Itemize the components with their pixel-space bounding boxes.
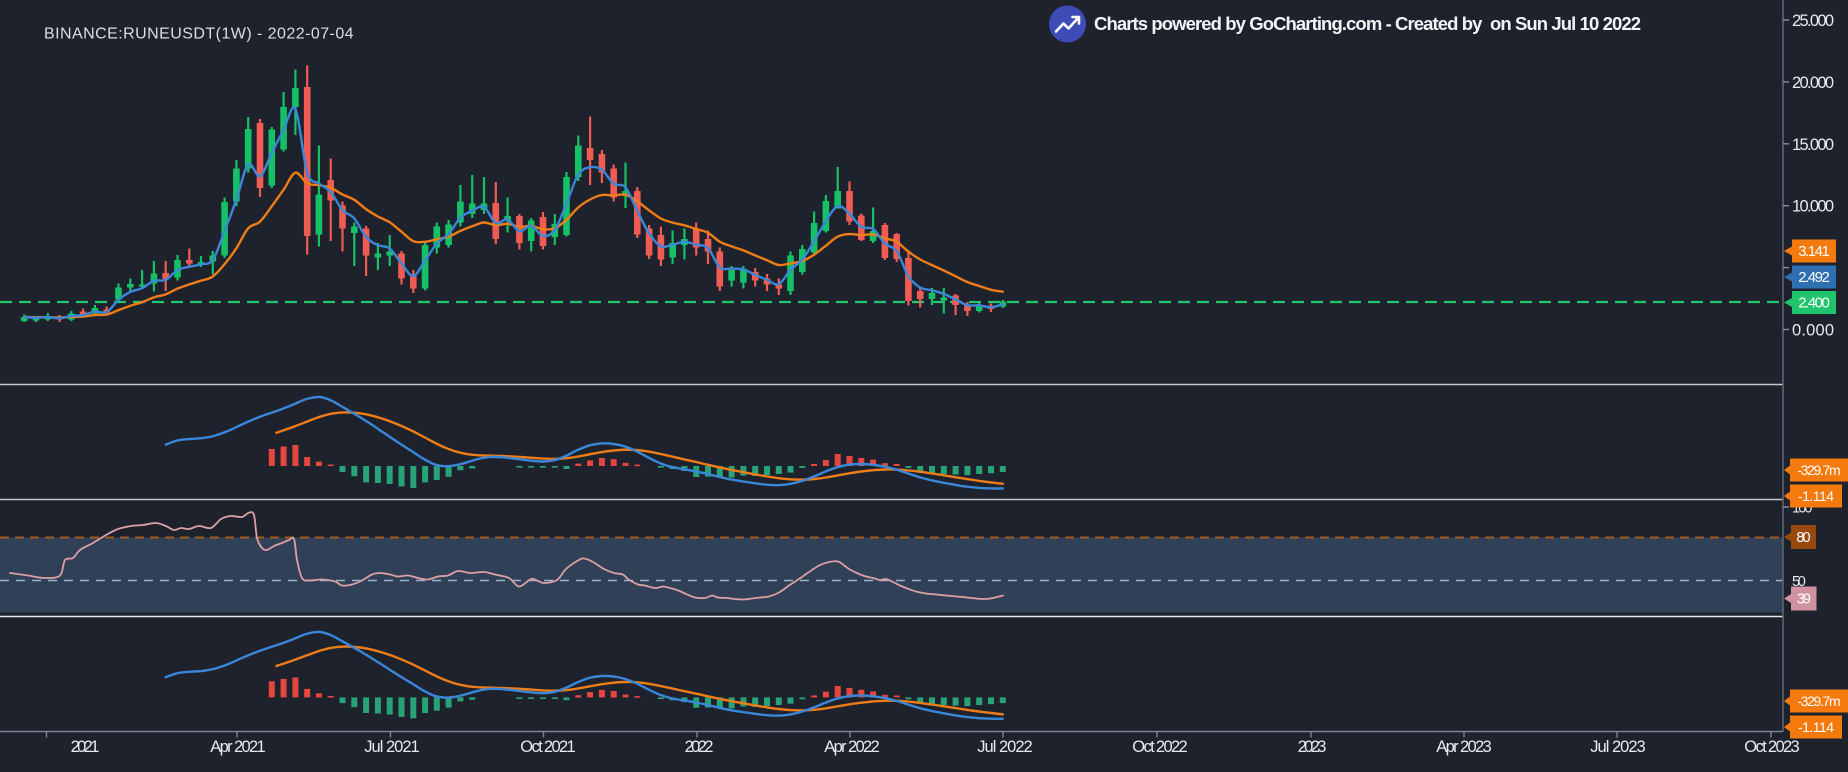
svg-text:20.000: 20.000 (1792, 74, 1834, 92)
svg-text:2.400: 2.400 (1798, 295, 1830, 312)
svg-text:Charts powered by GoCharting.c: Charts powered by GoCharting.com - Creat… (1094, 13, 1641, 34)
svg-text:25.000: 25.000 (1792, 12, 1834, 30)
svg-text:Oct 2022: Oct 2022 (1132, 738, 1187, 756)
svg-text:BINANCE:RUNEUSDT(1W) - 2022-07: BINANCE:RUNEUSDT(1W) - 2022-07-04 (44, 26, 354, 43)
svg-text:-329.7m: -329.7m (1797, 462, 1840, 478)
svg-text:80: 80 (1796, 530, 1810, 546)
svg-text:0.000: 0.000 (1792, 322, 1834, 340)
svg-text:Apr 2022: Apr 2022 (824, 738, 879, 756)
svg-text:2021: 2021 (71, 738, 100, 756)
svg-text:50: 50 (1792, 574, 1806, 590)
svg-text:39: 39 (1797, 592, 1811, 608)
svg-text:Apr 2021: Apr 2021 (210, 738, 265, 756)
svg-text:-1.114: -1.114 (1798, 488, 1834, 504)
svg-text:Jul 2022: Jul 2022 (977, 738, 1032, 756)
svg-text:Jul 2023: Jul 2023 (1590, 738, 1645, 756)
svg-text:10.000: 10.000 (1792, 198, 1834, 216)
svg-text:Oct 2023: Oct 2023 (1744, 738, 1799, 756)
svg-text:Apr 2023: Apr 2023 (1436, 738, 1491, 756)
svg-text:3.141: 3.141 (1798, 243, 1830, 260)
svg-text:2023: 2023 (1298, 738, 1327, 756)
svg-text:15.000: 15.000 (1792, 136, 1834, 154)
svg-text:Oct 2021: Oct 2021 (520, 738, 575, 756)
svg-text:Jul 2021: Jul 2021 (364, 738, 419, 756)
svg-text:2022: 2022 (685, 738, 714, 756)
svg-text:2.492: 2.492 (1798, 269, 1830, 286)
svg-text:-329.7m: -329.7m (1797, 693, 1840, 709)
svg-text:-1.114: -1.114 (1798, 719, 1834, 735)
